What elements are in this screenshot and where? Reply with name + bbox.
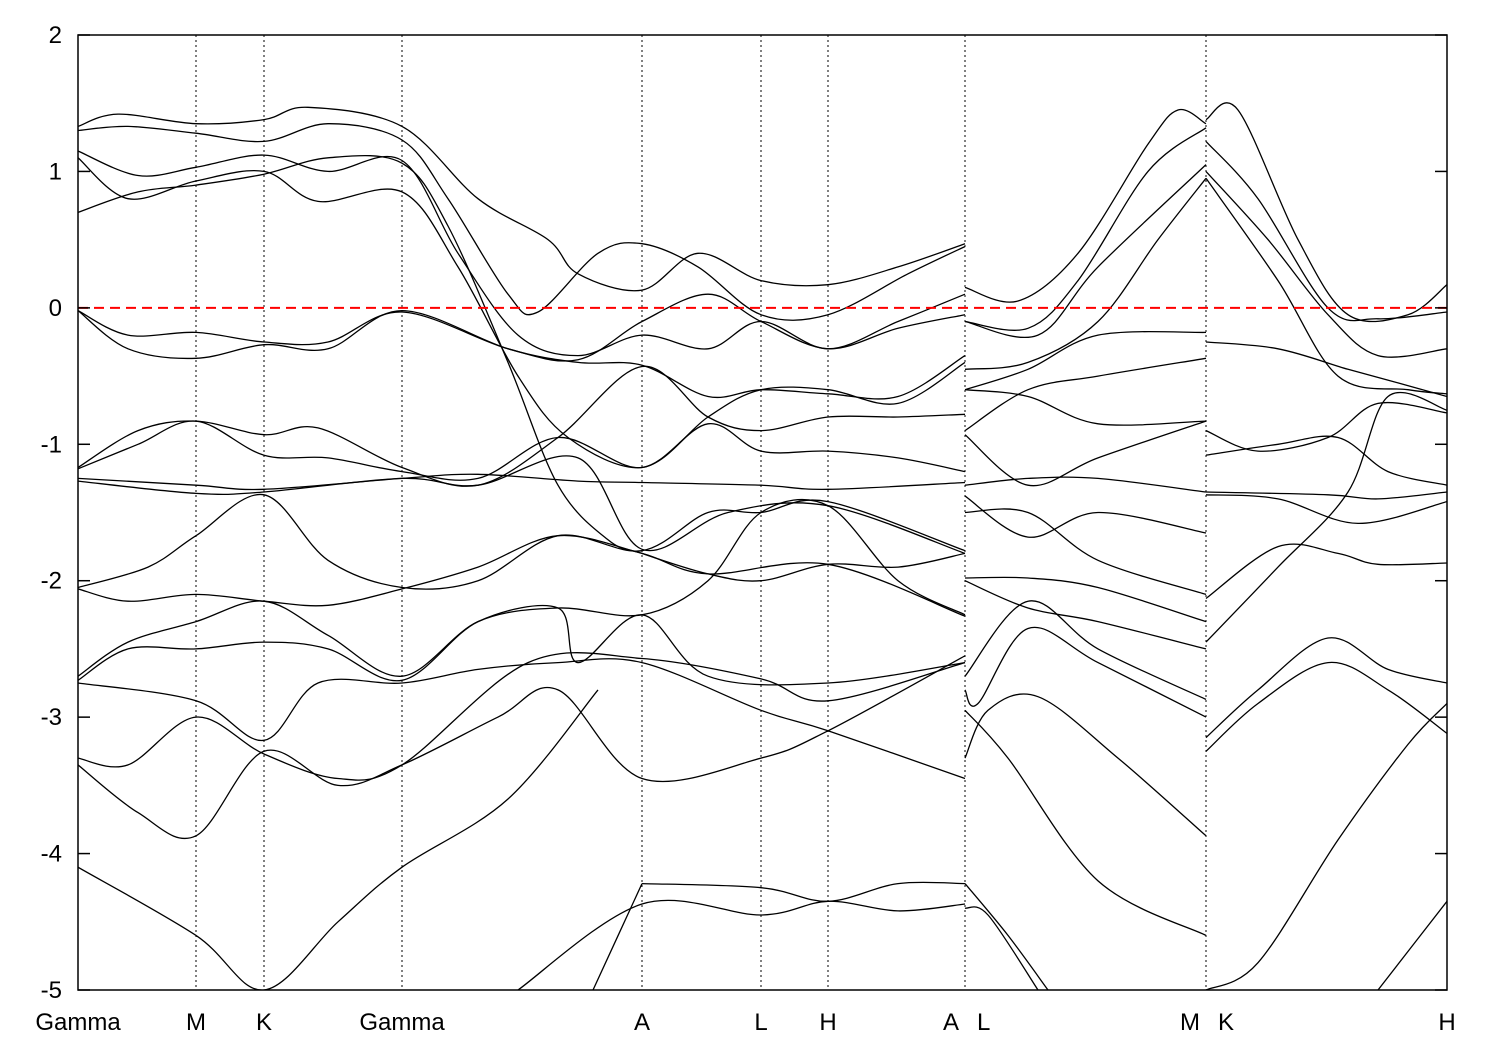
x-tick-label: M bbox=[186, 1009, 206, 1036]
band-line-40 bbox=[964, 906, 1039, 990]
band-line-32 bbox=[964, 508, 1207, 596]
band-line-30 bbox=[964, 476, 1207, 493]
y-axis: -5 -4 -3 -2 -1 0 1 2 bbox=[41, 22, 1447, 1004]
band-line-7 bbox=[78, 365, 966, 487]
band-line-41 bbox=[1205, 102, 1447, 323]
x-tick-label: A bbox=[943, 1009, 959, 1036]
band-line-19 bbox=[641, 881, 966, 902]
band-line-38 bbox=[964, 709, 1207, 936]
band-line-42 bbox=[1205, 140, 1447, 322]
x-tick-label: H bbox=[1438, 1009, 1455, 1036]
band-line-31 bbox=[964, 495, 1207, 538]
bands bbox=[78, 102, 1447, 990]
band-line-48 bbox=[1205, 491, 1447, 500]
band-line-17 bbox=[78, 655, 966, 840]
band-line-11 bbox=[78, 493, 966, 590]
x-tick-label: Gamma bbox=[359, 1009, 445, 1036]
x-tick-label: K bbox=[1218, 1009, 1234, 1036]
x-tick-label: L bbox=[754, 1009, 767, 1036]
band-line-6 bbox=[78, 309, 966, 400]
band-line-15 bbox=[78, 658, 966, 780]
band-line-36 bbox=[964, 626, 1207, 718]
band-line-49 bbox=[1205, 494, 1447, 525]
x-tick-label: K bbox=[256, 1009, 272, 1036]
x-tick-label: Gamma bbox=[35, 1009, 121, 1036]
band-line-20 bbox=[517, 899, 966, 990]
band-line-55 bbox=[1377, 900, 1447, 990]
band-line-14 bbox=[78, 605, 966, 686]
band-line-3 bbox=[78, 157, 966, 473]
band-line-50 bbox=[1205, 543, 1447, 600]
y-tick-label: -3 bbox=[41, 704, 62, 731]
band-line-28 bbox=[964, 389, 1207, 426]
band-line-9 bbox=[78, 473, 966, 491]
y-tick-label: -2 bbox=[41, 568, 62, 595]
y-tick-label: 2 bbox=[49, 22, 62, 49]
x-tick-label: M bbox=[1180, 1009, 1200, 1036]
band-line-44 bbox=[1205, 177, 1447, 395]
band-line-13 bbox=[78, 498, 966, 677]
high-symmetry-lines bbox=[195, 35, 1207, 990]
band-line-21 bbox=[592, 883, 643, 990]
y-tick-label: 0 bbox=[49, 295, 62, 322]
band-line-4 bbox=[78, 154, 966, 582]
band-line-33 bbox=[964, 576, 1207, 623]
y-tick-label: -1 bbox=[41, 431, 62, 458]
band-line-34 bbox=[964, 580, 1207, 650]
plot-frame bbox=[77, 34, 1448, 991]
band-line-22 bbox=[964, 108, 1207, 303]
band-line-46 bbox=[1205, 401, 1447, 452]
band-line-10 bbox=[78, 455, 966, 555]
band-line-51 bbox=[1205, 391, 1447, 643]
band-line-35 bbox=[964, 600, 1207, 700]
band-line-1 bbox=[78, 123, 966, 321]
band-line-39 bbox=[964, 883, 1049, 990]
x-tick-label: L bbox=[977, 1009, 990, 1036]
band-line-25 bbox=[964, 177, 1207, 370]
band-line-47 bbox=[1205, 435, 1447, 486]
band-line-18 bbox=[78, 689, 599, 990]
y-tick-label: -5 bbox=[41, 977, 62, 1004]
band-line-24 bbox=[964, 164, 1207, 338]
x-tick-label: H bbox=[819, 1009, 836, 1036]
band-line-43 bbox=[1205, 170, 1447, 358]
band-line-37 bbox=[964, 693, 1207, 837]
x-axis: Gamma M K Gamma A L H A L M K H bbox=[35, 1009, 1455, 1036]
band-line-54 bbox=[1205, 703, 1447, 990]
band-line-0 bbox=[78, 106, 966, 292]
band-line-23 bbox=[964, 127, 1207, 331]
band-line-12 bbox=[78, 534, 966, 617]
band-line-53 bbox=[1205, 661, 1447, 752]
band-line-29 bbox=[964, 420, 1207, 487]
band-line-5 bbox=[78, 293, 966, 362]
band-line-26 bbox=[964, 330, 1207, 391]
band-line-45 bbox=[1205, 341, 1447, 398]
band-line-8 bbox=[78, 361, 966, 481]
x-tick-label: A bbox=[634, 1009, 650, 1036]
band-line-16 bbox=[78, 652, 966, 781]
y-tick-label: -4 bbox=[41, 841, 62, 868]
band-line-52 bbox=[1205, 637, 1447, 739]
y-tick-label: 1 bbox=[49, 158, 62, 185]
band-line-2 bbox=[78, 150, 966, 357]
band-line-27 bbox=[964, 357, 1207, 432]
